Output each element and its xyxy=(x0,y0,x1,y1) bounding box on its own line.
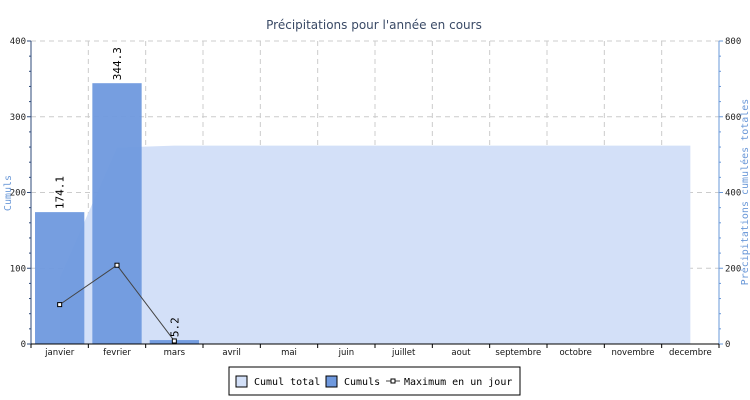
x-tick-label-octobre: octobre xyxy=(559,348,591,358)
x-tick-label-aout: aout xyxy=(451,348,471,358)
x-tick-label-mai: mai xyxy=(281,348,297,358)
y-tick-label: 0 xyxy=(21,340,26,350)
y2-tick-label: 0 xyxy=(725,340,730,350)
data-label-layer: 174.1 344.3 5.2 xyxy=(54,47,182,337)
y2-tick-label: 600 xyxy=(725,113,741,123)
bar-fevrier xyxy=(92,83,142,344)
legend-label-cumul-total: Cumul total xyxy=(254,377,320,388)
legend-label-cumuls: Cumuls xyxy=(344,377,380,388)
y2-tick-label: 800 xyxy=(725,37,741,47)
legend-marker-maximum-en-un-jour xyxy=(390,378,396,384)
x-tick-label-janvier: janvier xyxy=(44,348,75,358)
y-tick-label: 100 xyxy=(10,264,26,274)
data-label-janvier: 174.1 xyxy=(54,176,67,209)
chart-legend: Cumul total Cumuls Maximum en un jour xyxy=(228,366,521,396)
x-tick-label-avril: avril xyxy=(222,348,240,358)
data-label-mars: 5.2 xyxy=(168,317,181,337)
x-tick-label-novembre: novembre xyxy=(611,348,654,358)
y-tick-label: 300 xyxy=(10,113,26,123)
legend-item-maximum-en-un-jour: Maximum en un jour xyxy=(386,377,512,388)
chart-axes: 0 100 200 300 400 0 200 400 600 800 janvier fevrier… xyxy=(10,37,742,358)
cumul-total-area-layer xyxy=(59,145,691,344)
x-tick-label-mars: mars xyxy=(164,348,186,358)
legend-box xyxy=(228,366,521,396)
x-tick-label-juillet: juillet xyxy=(391,348,416,358)
y-axis-title: Cumuls xyxy=(3,175,14,211)
x-tick-label-decembre: decembre xyxy=(669,348,712,358)
x-tick-label-juin: juin xyxy=(338,348,355,358)
y2-axis-title: Précipitations cumulées totales xyxy=(739,99,750,286)
y-tick-label: 400 xyxy=(10,37,26,47)
chart-title: Précipitations pour l'année en cours xyxy=(266,18,482,32)
bar-janvier xyxy=(35,212,85,344)
data-label-fevrier: 344.3 xyxy=(111,47,124,80)
legend-item-cumuls: Cumuls xyxy=(325,375,380,388)
max-day-point-fevrier xyxy=(114,262,120,268)
max-day-point-mars xyxy=(171,338,177,344)
legend-swatch-cumul-total xyxy=(235,375,248,388)
y2-tick-label: 200 xyxy=(725,264,741,274)
max-day-line-layer xyxy=(57,262,177,344)
max-day-point-janvier xyxy=(57,302,63,308)
y2-tick-label: 400 xyxy=(725,189,741,199)
y-tick-label: 200 xyxy=(10,189,26,199)
legend-swatch-cumuls xyxy=(325,375,338,388)
legend-item-cumul-total: Cumul total xyxy=(235,375,320,388)
legend-label-maximum-en-un-jour: Maximum en un jour xyxy=(404,377,512,388)
x-tick-label-fevrier: fevrier xyxy=(103,348,131,358)
cumul-total-area xyxy=(59,145,691,344)
x-tick-label-septembre: septembre xyxy=(495,348,541,358)
